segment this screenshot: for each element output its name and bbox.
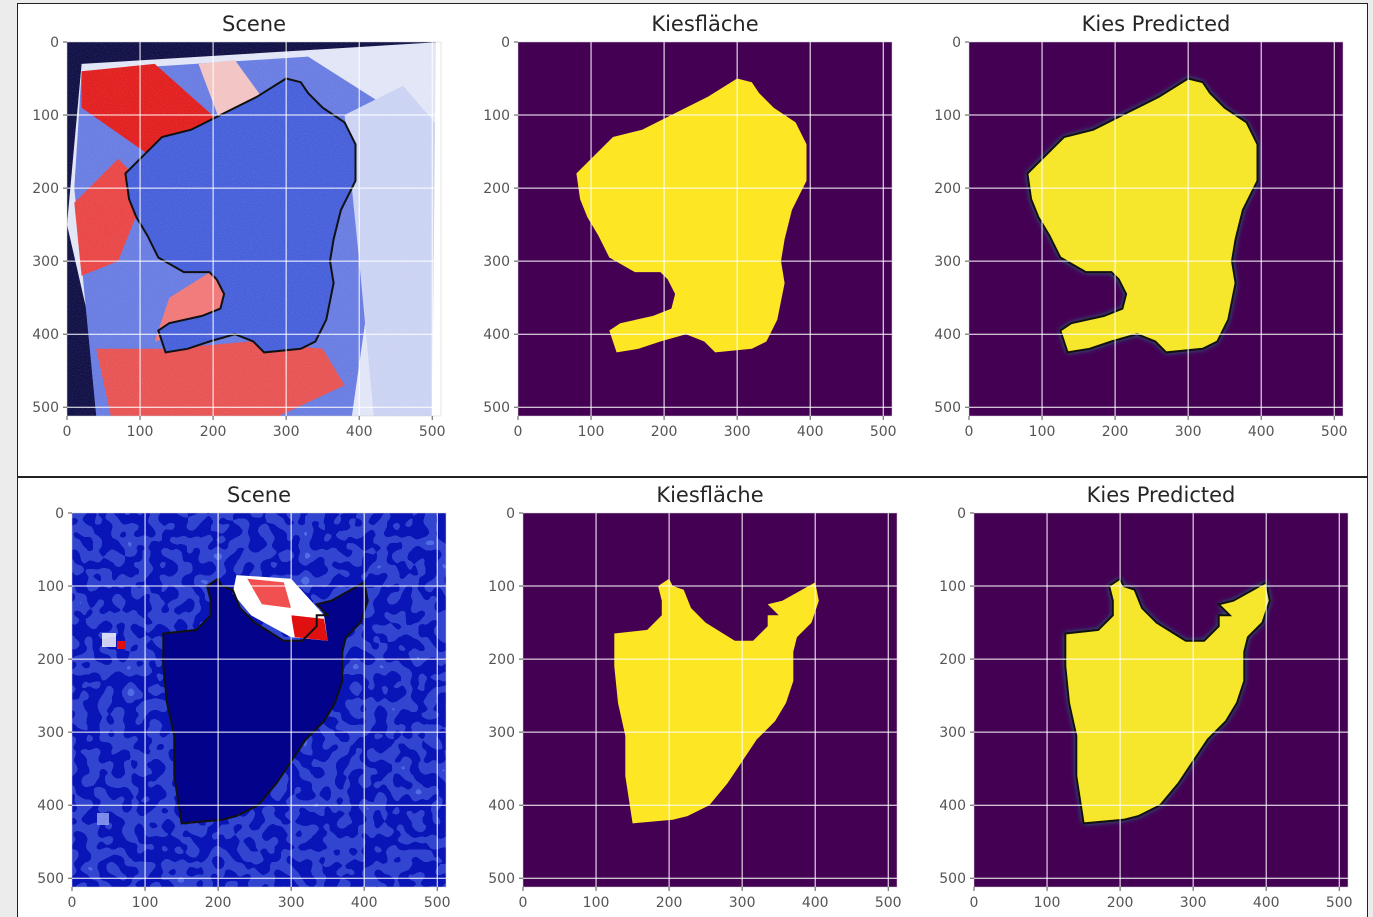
x-tick-label: 0: [63, 424, 72, 440]
y-tick-label: 400: [37, 798, 64, 814]
x-tick-label: 400: [797, 424, 824, 440]
y-tick-label: 300: [488, 725, 515, 741]
y-tick-label: 200: [934, 181, 961, 197]
x-tick-label: 300: [1175, 424, 1202, 440]
y-tick-label: 200: [32, 181, 59, 197]
y-tick-label: 300: [37, 725, 64, 741]
y-tick-label: 400: [934, 327, 961, 343]
panel-title: Scene: [222, 12, 286, 36]
prediction-image: [969, 42, 1343, 416]
x-tick-label: 200: [1102, 424, 1129, 440]
y-tick-label: 400: [32, 327, 59, 343]
y-tick-label: 400: [483, 327, 510, 343]
y-tick-label: 100: [939, 579, 966, 595]
axes-frame: [66, 41, 442, 417]
x-tick-label: 100: [578, 424, 605, 440]
x-tick-label: 400: [1248, 424, 1275, 440]
y-tick-label: 300: [939, 725, 966, 741]
x-tick-label: 300: [278, 895, 305, 911]
axes-frame: [973, 512, 1349, 888]
x-tick-label: 200: [656, 895, 683, 911]
x-tick-label: 400: [1253, 895, 1280, 911]
y-tick-label: 500: [32, 400, 59, 416]
gridlines: [67, 42, 441, 416]
x-tick-label: 200: [651, 424, 678, 440]
axes-frame: [522, 512, 898, 888]
gridlines: [974, 513, 1348, 887]
y-tick-label: 0: [50, 35, 59, 51]
scene-image: [67, 42, 441, 416]
y-tick-label: 200: [488, 652, 515, 668]
y-tick-label: 0: [55, 506, 64, 522]
panel-title: Kiesfläche: [651, 12, 758, 36]
gridlines: [969, 42, 1343, 416]
x-tick-label: 300: [273, 424, 300, 440]
gridlines: [72, 513, 446, 887]
panel-title: Kies Predicted: [1087, 483, 1236, 507]
x-tick-label: 0: [965, 424, 974, 440]
y-tick-label: 0: [957, 506, 966, 522]
x-tick-label: 0: [519, 895, 528, 911]
x-tick-label: 500: [875, 895, 902, 911]
y-tick-label: 500: [934, 400, 961, 416]
y-tick-label: 100: [488, 579, 515, 595]
axes-frame: [968, 41, 1344, 417]
x-tick-label: 500: [424, 895, 451, 911]
y-tick-label: 400: [939, 798, 966, 814]
x-tick-label: 0: [68, 895, 77, 911]
x-tick-label: 400: [802, 895, 829, 911]
y-tick-label: 100: [32, 108, 59, 124]
y-tick-label: 500: [483, 400, 510, 416]
y-tick-label: 100: [934, 108, 961, 124]
panel-title: Scene: [227, 483, 291, 507]
y-tick-label: 0: [501, 35, 510, 51]
x-tick-label: 400: [346, 424, 373, 440]
panel-title: Kiesfläche: [656, 483, 763, 507]
axes-frame: [517, 41, 893, 417]
x-tick-label: 300: [1180, 895, 1207, 911]
mask-image: [523, 513, 897, 887]
y-tick-label: 100: [37, 579, 64, 595]
x-tick-label: 200: [200, 424, 227, 440]
mask-image: [518, 42, 892, 416]
x-tick-label: 300: [729, 895, 756, 911]
y-tick-label: 300: [32, 254, 59, 270]
panel-title: Kies Predicted: [1082, 12, 1231, 36]
prediction-image: [974, 513, 1348, 887]
x-tick-label: 200: [205, 895, 232, 911]
scene-image: [72, 513, 446, 887]
y-tick-label: 200: [483, 181, 510, 197]
x-tick-label: 100: [1034, 895, 1061, 911]
y-tick-label: 500: [488, 871, 515, 887]
y-tick-label: 300: [483, 254, 510, 270]
y-tick-label: 300: [934, 254, 961, 270]
x-tick-label: 500: [870, 424, 897, 440]
x-tick-label: 100: [132, 895, 159, 911]
y-tick-label: 400: [488, 798, 515, 814]
y-tick-label: 200: [37, 652, 64, 668]
x-tick-label: 100: [1029, 424, 1056, 440]
y-tick-label: 500: [37, 871, 64, 887]
x-tick-label: 200: [1107, 895, 1134, 911]
axes-frame: [71, 512, 447, 888]
y-tick-label: 500: [939, 871, 966, 887]
x-tick-label: 0: [970, 895, 979, 911]
x-tick-label: 400: [351, 895, 378, 911]
x-tick-label: 100: [583, 895, 610, 911]
x-tick-label: 300: [724, 424, 751, 440]
x-tick-label: 500: [1321, 424, 1348, 440]
x-tick-label: 100: [127, 424, 154, 440]
gridlines: [518, 42, 892, 416]
y-tick-label: 200: [939, 652, 966, 668]
y-tick-label: 0: [506, 506, 515, 522]
y-tick-label: 100: [483, 108, 510, 124]
y-tick-label: 0: [952, 35, 961, 51]
gridlines: [523, 513, 897, 887]
x-tick-label: 0: [514, 424, 523, 440]
x-tick-label: 500: [1326, 895, 1353, 911]
x-tick-label: 500: [419, 424, 446, 440]
